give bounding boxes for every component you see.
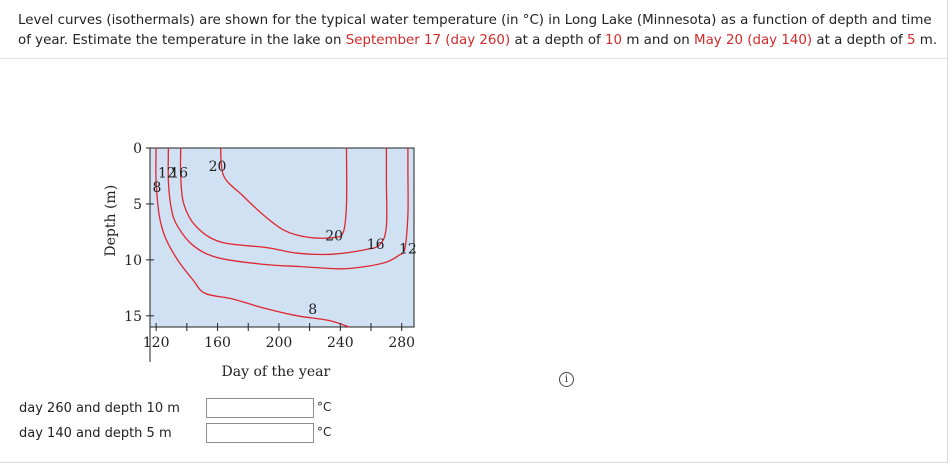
y-tick-label: 15 (124, 309, 142, 325)
x-tick-label: 280 (388, 335, 415, 351)
problem-text: at a depth of (812, 33, 907, 48)
isotherm-16-label: 16 (170, 166, 188, 182)
isotherm-16-line (179, 147, 388, 256)
y-tick-label: 10 (124, 253, 142, 269)
x-tick-label: 240 (327, 335, 354, 351)
x-axis-title: Day of the year (222, 364, 331, 380)
highlight-date-1: September 17 (day 260) (345, 33, 511, 48)
answer-input-1[interactable] (206, 398, 314, 418)
problem-statement: Level curves (isothermals) are shown for… (18, 11, 943, 51)
isotherm-20-label: 20 (209, 159, 227, 175)
isotherm-8-line (155, 147, 350, 328)
highlight-depth-2: 5 (906, 33, 916, 48)
problem-text: Level curves (isothermals) are shown for… (18, 13, 932, 48)
isotherm-16-label: 16 (367, 237, 385, 253)
isotherm-12-label: 12 (399, 242, 417, 258)
answer-row-1: day 260 and depth 10 m °C (19, 398, 359, 422)
problem-text: m. (915, 33, 938, 48)
answer-label-2: day 140 and depth 5 m (19, 426, 172, 441)
answer-input-2[interactable] (206, 423, 314, 443)
problem-text: at a depth of (510, 33, 606, 48)
y-axis-title: Depth (m) (103, 185, 119, 257)
isotherm-20-line (219, 147, 348, 239)
isotherm-8-label: 8 (152, 180, 161, 196)
highlight-date-2: May 20 (day 140) (694, 33, 813, 48)
isotherm-12-label: 12 (158, 166, 176, 182)
x-tick-label: 200 (266, 335, 293, 351)
answer-label-1: day 260 and depth 10 m (19, 401, 180, 416)
highlight-depth-1: 10 (605, 33, 623, 48)
unit-label-2: °C (317, 425, 332, 439)
info-icon[interactable]: i (559, 372, 574, 387)
y-tick-label: 5 (133, 197, 142, 213)
problem-text: m and on (622, 33, 695, 48)
answer-row-2: day 140 and depth 5 m °C (19, 423, 359, 447)
x-tick-label: 120 (143, 335, 170, 351)
unit-label-1: °C (317, 400, 332, 414)
x-tick-label: 160 (204, 335, 231, 351)
isotherm-8-label: 8 (308, 302, 317, 318)
plot-area (149, 147, 415, 328)
isotherm-20-label: 20 (325, 228, 343, 244)
divider (0, 58, 949, 59)
y-tick-label: 0 (133, 141, 142, 157)
isotherm-12-line (167, 147, 409, 270)
